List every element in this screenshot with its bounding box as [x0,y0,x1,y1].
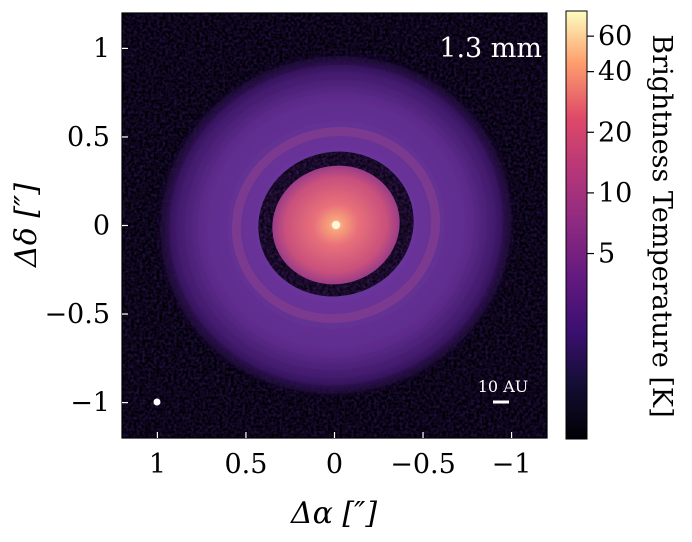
scale-bar-label: 10 AU [478,377,528,396]
colorbar-tick-label-4: 5 [598,239,615,270]
x-tick-label-4: −1 [492,449,532,480]
colorbar-label: Brightness Temperature [K] [646,34,677,417]
colorbar-tick-label-1: 40 [598,57,632,88]
y-tick-label-3: −0.5 [44,299,110,330]
x-axis-label: Δα [″] [290,496,377,531]
x-tick-label-0: 1 [149,449,166,480]
disk-peak [332,221,340,229]
colorbar [565,10,588,440]
y-axis-label: Δδ [″] [9,183,44,268]
colorbar-ticks: 60 40 20 10 5 [587,21,632,270]
y-tick-label-2: 0 [93,211,110,242]
y-tick-label-1: 0.5 [67,122,110,153]
x-axis-ticks: 1 0.5 0 −0.5 −1 [149,432,532,480]
band-label: 1.3 mm [439,33,542,64]
y-tick-label-4: −1 [70,388,110,419]
x-tick-label-1: 0.5 [224,449,267,480]
beam-ellipse [153,398,161,406]
colorbar-tick-label-3: 10 [598,178,632,209]
y-tick-label-0: 1 [93,33,110,64]
y-axis-ticks: 1 0.5 0 −0.5 −1 [44,33,128,419]
x-tick-label-3: −0.5 [390,449,456,480]
bright-ring [231,127,441,323]
x-tick-label-2: 0 [326,449,343,480]
disk-image [122,13,547,438]
colorbar-tick-label-0: 60 [598,21,632,52]
colorbar-tick-label-2: 20 [598,117,632,148]
